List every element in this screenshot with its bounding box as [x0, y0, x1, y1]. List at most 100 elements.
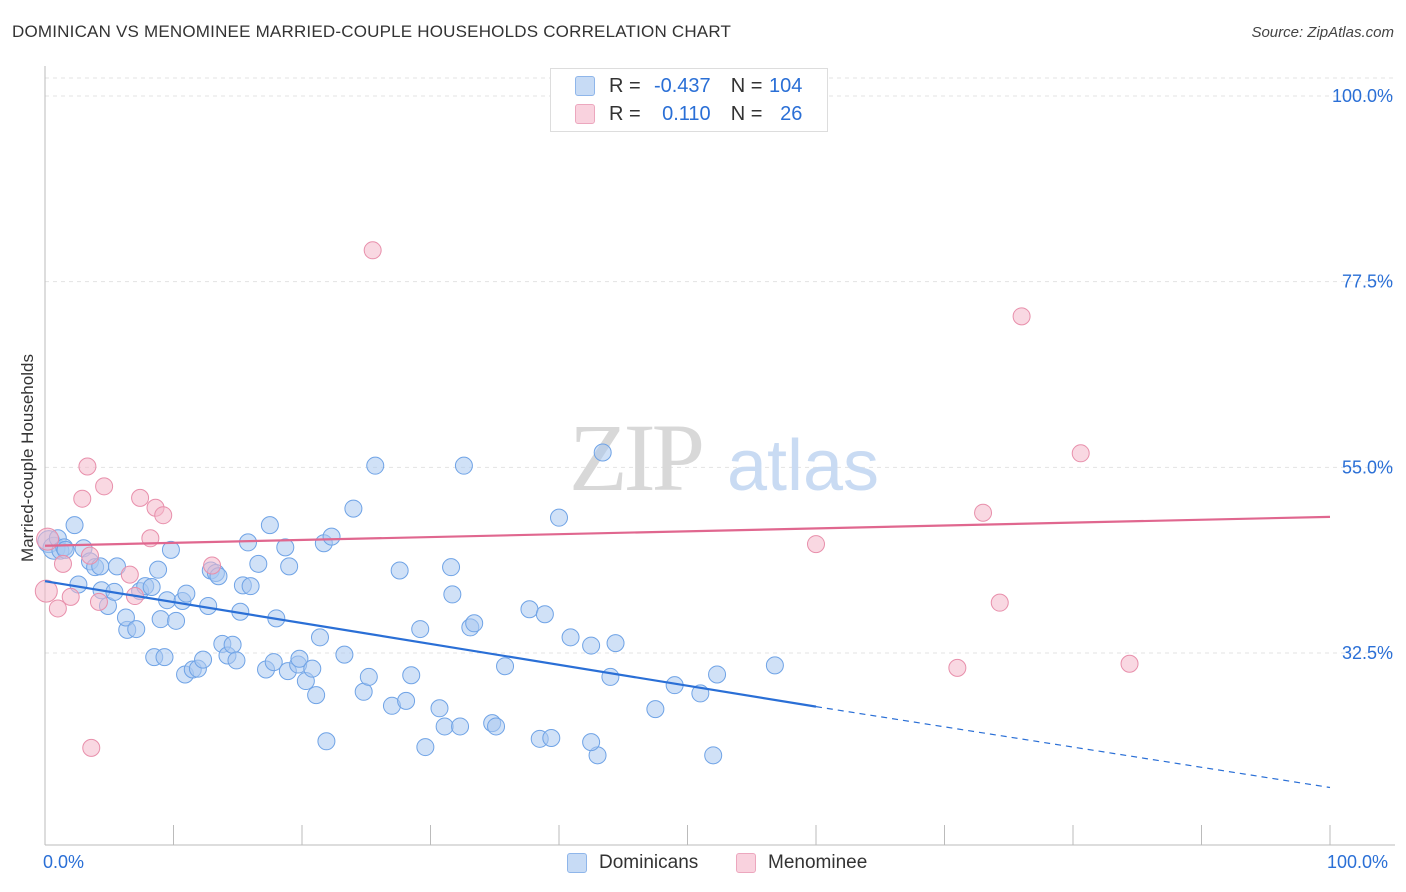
data-point — [303, 659, 322, 678]
trend-line-extension — [815, 706, 1331, 789]
legend-n-value: 26 — [780, 102, 803, 125]
legend-label-dominicans: Dominicans — [599, 852, 699, 873]
data-point — [1012, 307, 1031, 326]
grid-lines — [45, 77, 1395, 654]
data-point — [335, 645, 354, 664]
legend-swatch-menominee — [575, 104, 595, 124]
data-point — [411, 620, 430, 639]
data-point — [127, 620, 146, 639]
data-point — [708, 665, 727, 684]
data-point — [496, 657, 515, 676]
data-point — [542, 728, 561, 747]
data-point — [442, 558, 461, 577]
data-point — [161, 540, 180, 559]
data-point — [36, 527, 60, 551]
data-point — [359, 667, 378, 686]
data-point — [249, 554, 268, 573]
data-point — [89, 592, 108, 611]
data-point — [149, 560, 168, 579]
trend-line-menominee — [44, 515, 1331, 547]
data-point — [390, 561, 409, 580]
data-point — [78, 457, 97, 476]
data-point — [53, 554, 72, 573]
y-tick-label: 32.5% — [1342, 643, 1393, 663]
data-point — [48, 599, 67, 618]
data-point — [155, 648, 174, 667]
data-point — [601, 667, 620, 686]
data-point — [465, 614, 484, 633]
data-point — [550, 508, 568, 527]
data-point — [765, 656, 784, 675]
data-point — [582, 636, 601, 655]
data-point — [948, 658, 967, 677]
data-point — [65, 516, 84, 535]
data-point — [363, 241, 382, 260]
data-point — [80, 546, 99, 565]
watermark-atlas: atlas — [727, 426, 879, 506]
legend-r-label: R = — [609, 102, 641, 125]
legend-r-value: 0.110 — [662, 102, 711, 125]
data-point — [142, 577, 161, 596]
data-point — [260, 516, 279, 535]
axes — [44, 66, 1395, 846]
legend-swatch-menominee — [736, 853, 756, 873]
data-point — [974, 503, 993, 522]
data-point — [366, 456, 385, 475]
legend-swatch-dominicans — [575, 76, 595, 96]
data-point — [73, 489, 92, 508]
data-point — [435, 717, 454, 736]
legend-r-value: -0.437 — [653, 74, 711, 97]
data-point — [194, 650, 213, 669]
legend-item-menominee[interactable]: Menominee — [736, 852, 867, 874]
legend-row-menominee: R = 0.110 N = 26 — [575, 101, 802, 127]
data-point — [454, 456, 473, 475]
chart-title: DOMINICAN VS MENOMINEE MARRIED-COUPLE HO… — [12, 22, 732, 41]
legend-swatch-dominicans — [567, 853, 587, 873]
data-point — [990, 593, 1009, 612]
data-point — [223, 635, 242, 654]
y-tick-label: 55.0% — [1342, 457, 1393, 477]
data-point — [120, 565, 139, 584]
y-tick-labels: 32.5% 55.0% 77.5% 100.0% — [1332, 86, 1393, 663]
data-point — [443, 585, 462, 604]
series-legend: Dominicans Menominee — [0, 850, 1406, 880]
x-tick-label-max: 100.0% — [1327, 852, 1389, 872]
data-point — [561, 628, 580, 647]
data-point — [95, 477, 114, 496]
data-point — [1071, 444, 1090, 463]
data-point — [397, 691, 416, 710]
data-point — [307, 686, 326, 705]
series-layer — [34, 241, 1139, 765]
data-point — [116, 608, 135, 627]
data-point — [646, 700, 665, 719]
watermark-zip: ZIP — [569, 404, 702, 511]
data-point — [416, 738, 435, 757]
legend-n-label: N = — [730, 74, 763, 97]
y-tick-label: 100.0% — [1332, 86, 1393, 106]
data-point — [264, 653, 283, 672]
y-tick-label: 77.5% — [1342, 272, 1393, 292]
data-point — [34, 579, 58, 603]
data-point — [451, 717, 470, 736]
legend-item-dominicans[interactable]: Dominicans — [567, 852, 698, 874]
data-point — [107, 557, 126, 576]
data-point — [227, 651, 246, 670]
data-point — [535, 605, 554, 624]
trend-line-dominicans — [44, 580, 817, 708]
legend-label-menominee: Menominee — [768, 852, 868, 873]
data-point — [82, 738, 101, 757]
data-point — [310, 628, 329, 647]
data-point — [239, 533, 258, 552]
data-point — [177, 584, 196, 603]
data-point — [402, 666, 421, 685]
legend-n-value: 104 — [769, 74, 803, 97]
x-tick-label-min: 0.0% — [43, 852, 85, 872]
data-point — [582, 733, 601, 752]
legend-r-label: R = — [609, 74, 641, 97]
watermark: ZIP atlas — [569, 404, 879, 511]
legend-n-label: N = — [730, 102, 763, 125]
data-point — [61, 587, 80, 606]
data-point — [593, 443, 612, 462]
source-note: Source: ZipAtlas.com — [1251, 24, 1394, 41]
